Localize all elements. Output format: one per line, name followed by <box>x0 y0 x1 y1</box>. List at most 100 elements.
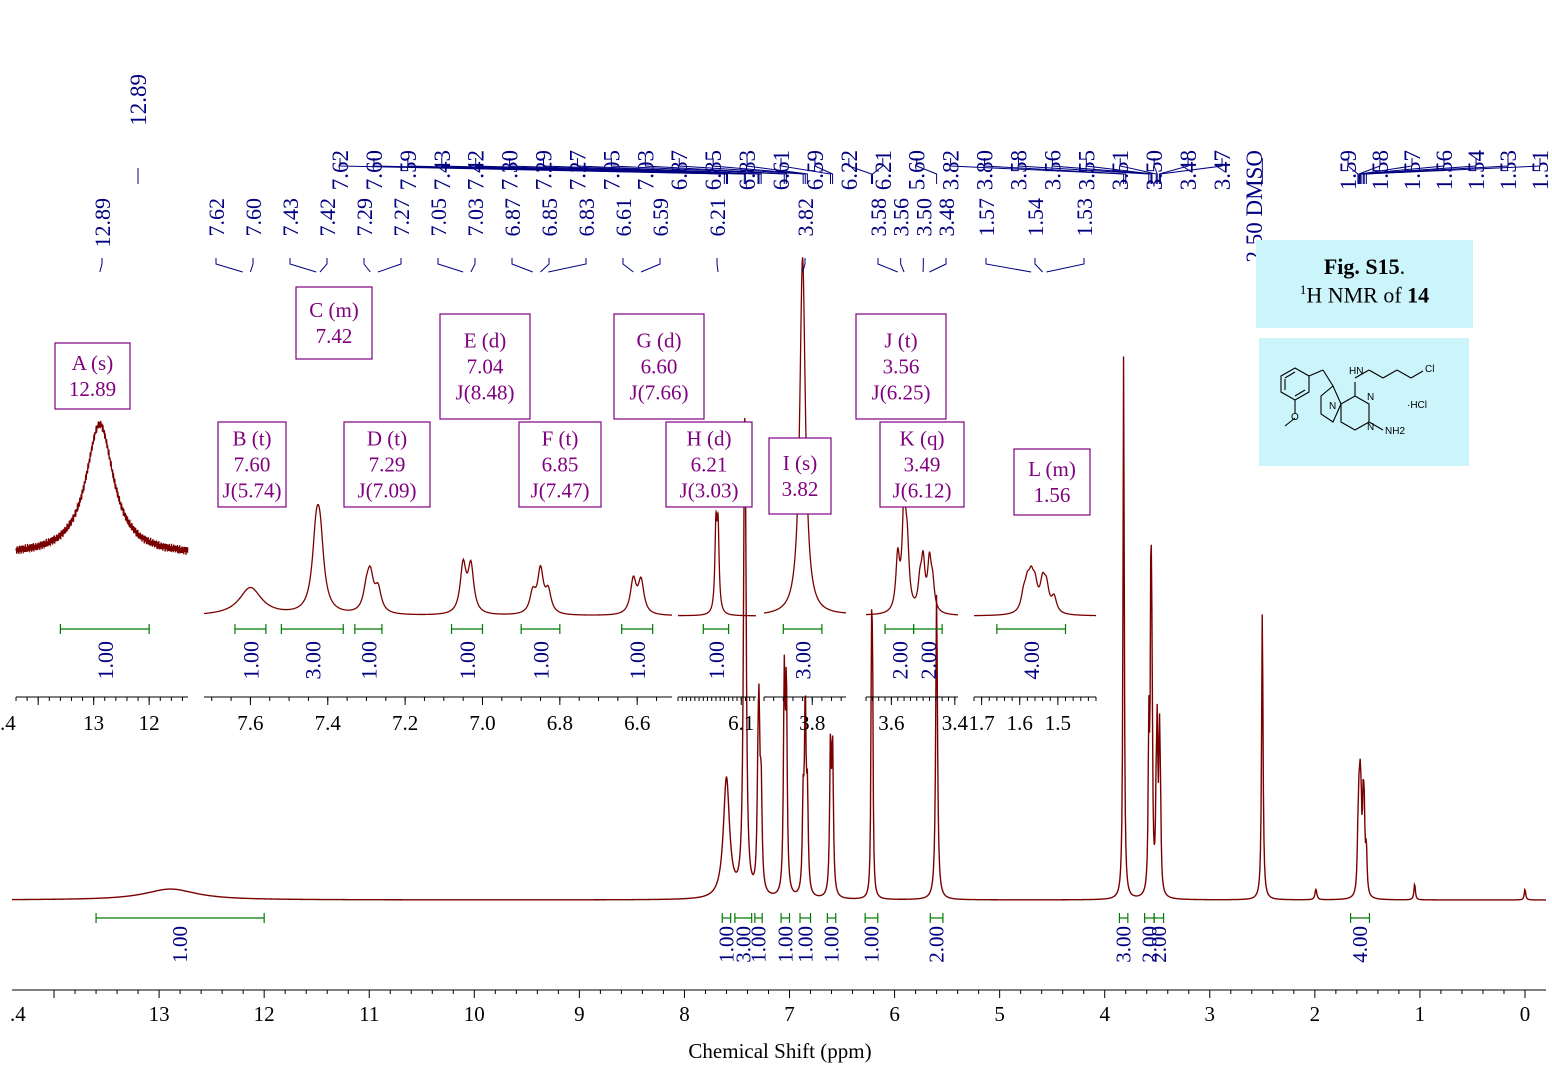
assignment-text: 6.60 <box>641 355 678 379</box>
inset-peak-label: 6.87 <box>500 198 525 237</box>
inset-integral-value: 1.00 <box>455 641 480 680</box>
top-peak-connector <box>644 158 787 184</box>
inset-peak-label: 6.85 <box>537 198 562 237</box>
assignment-text: J(7.09) <box>358 479 417 503</box>
top-peak-label: 7.42 <box>464 150 489 190</box>
top-peak-label: 3.55 <box>1074 150 1099 190</box>
nucleus-text: H NMR of <box>1306 282 1408 308</box>
inset-peak-connector <box>99 258 103 273</box>
inset-peak-label: 3.58 <box>866 198 891 237</box>
top-peak-connector <box>1158 158 1189 184</box>
inset-peak-connector <box>289 258 317 273</box>
inset-tick-label: 6.1 <box>728 711 754 735</box>
x-axis-label: Chemical Shift (ppm) <box>688 1039 871 1063</box>
inset-trace <box>866 486 959 616</box>
assignment-text: 12.89 <box>69 377 116 401</box>
top-peak-label: 12.89 <box>126 74 151 126</box>
assignment-text: K (q) <box>900 427 945 451</box>
assignment-frame <box>768 437 832 515</box>
structure-label-o: O <box>1291 412 1299 423</box>
inset-trace <box>974 565 1096 617</box>
inset-L: 1.7 1.6 1.5 1.57 1.54 1.53 4.00 L (m)1.56 <box>969 198 1098 735</box>
top-peak-connector <box>1362 158 1477 184</box>
assignment-text: B (t) <box>232 427 271 451</box>
top-peak-label: 3.56 <box>1040 150 1065 190</box>
integral-value: 4.00 <box>1348 926 1372 963</box>
top-peak-connector <box>872 158 884 184</box>
inset-peak-label: 6.61 <box>611 198 636 237</box>
top-peak-label: 6.21 <box>871 150 896 190</box>
assignment-box: K (q)3.49J(6.12) <box>879 421 965 508</box>
top-peak-connector <box>1347 158 1359 184</box>
top-peak-connector <box>950 158 1125 184</box>
inset-peak-label: 12.89 <box>90 198 115 248</box>
top-peak-label: 6.85 <box>701 150 726 190</box>
top-peak-label: 7.60 <box>362 150 387 190</box>
top-peak-label: 1.53 <box>1496 150 1521 190</box>
assignment-text: J(7.66) <box>630 381 689 405</box>
inset-trace <box>763 256 847 614</box>
top-peak-connector <box>1051 158 1152 184</box>
inset-integral-value: 3.00 <box>791 641 816 680</box>
top-peak-connector <box>407 158 729 184</box>
inset-peak-label: 6.21 <box>705 198 730 237</box>
assignment-frame <box>343 421 431 508</box>
top-peak-connector <box>1360 158 1445 184</box>
assignment-box: I (s)3.82 <box>768 437 832 515</box>
top-peak-label: 6.87 <box>667 150 692 190</box>
top-peak-label: 7.05 <box>599 150 624 190</box>
inset-peak-label: 7.60 <box>241 198 266 237</box>
top-peak-label: 1.54 <box>1464 150 1489 191</box>
top-peak-connector <box>1358 158 1381 184</box>
assignment-text: 6.85 <box>542 453 579 477</box>
top-peak-connector <box>475 158 746 184</box>
inset-integral-value: 1.00 <box>356 641 381 680</box>
top-peak-label: 3.58 <box>1006 150 1031 190</box>
assignment-text: F (t) <box>542 427 579 451</box>
integral-value: 1.00 <box>820 926 844 963</box>
top-peak-label: 7.27 <box>565 150 590 190</box>
structure-label-n2: N <box>1367 392 1374 403</box>
structure-label-nh2: NH2 <box>1385 426 1405 437</box>
top-peak-label: 7.62 <box>328 150 353 190</box>
figure-caption: Fig. S15. 1H NMR of 14 <box>1256 240 1473 328</box>
assignment-text: L (m) <box>1028 457 1076 481</box>
top-peak-label: 1.51 <box>1528 150 1552 190</box>
inset-peak-label: 7.43 <box>278 198 303 237</box>
inset-peak-label: 1.54 <box>1023 198 1048 237</box>
assignment-text: J(7.47) <box>531 479 590 503</box>
inset-peak-connector <box>377 258 402 273</box>
fig-label: Fig. S15 <box>1323 254 1400 279</box>
inset-peak-connector <box>900 258 905 273</box>
x-tick-label: 8 <box>679 1002 690 1026</box>
assignment-text: J (t) <box>884 329 917 353</box>
inset-peak-connector <box>1034 258 1043 273</box>
top-peak-label: 1.58 <box>1368 150 1393 190</box>
compound-number: 14 <box>1407 282 1430 308</box>
inset-peak-connector <box>877 258 898 273</box>
top-peak-label: 5.60 <box>905 150 930 190</box>
top-peak-connector <box>1365 158 1541 184</box>
assignment-text: H (d) <box>687 427 732 451</box>
integral-value: 2.00 <box>1147 926 1171 963</box>
inset-tick-label: 3.8 <box>799 711 825 735</box>
inset-peak-label: 7.29 <box>352 198 377 237</box>
assignment-frame <box>855 313 947 420</box>
assignment-box: D (t)7.29J(7.09) <box>343 421 431 508</box>
fig-suffix: . <box>1399 254 1406 279</box>
inset-H: 6.16.211.00H (d)6.21J(3.03) <box>665 198 756 735</box>
inset-peak-label: 3.82 <box>793 198 818 237</box>
top-peak-connector <box>984 158 1127 184</box>
assignment-frame <box>518 421 602 508</box>
assignment-box: H (d)6.21J(3.03) <box>665 421 753 508</box>
inset-integral-value: 4.00 <box>1019 641 1044 680</box>
inset-tick-label: 7.2 <box>392 711 418 735</box>
inset-peak-connector <box>319 258 328 273</box>
assignment-box: B (t)7.60J(5.74) <box>217 421 287 508</box>
assignment-text: 6.21 <box>691 453 728 477</box>
inset-tick-label: 1.5 <box>1045 711 1071 735</box>
integral-value: 2.00 <box>925 926 949 963</box>
x-tick-label: 12 <box>254 1002 275 1026</box>
chemical-structure: HN Cl N N N NH2 ·HCl O <box>1259 338 1469 466</box>
top-peak-label: 3.50 <box>1142 150 1167 190</box>
